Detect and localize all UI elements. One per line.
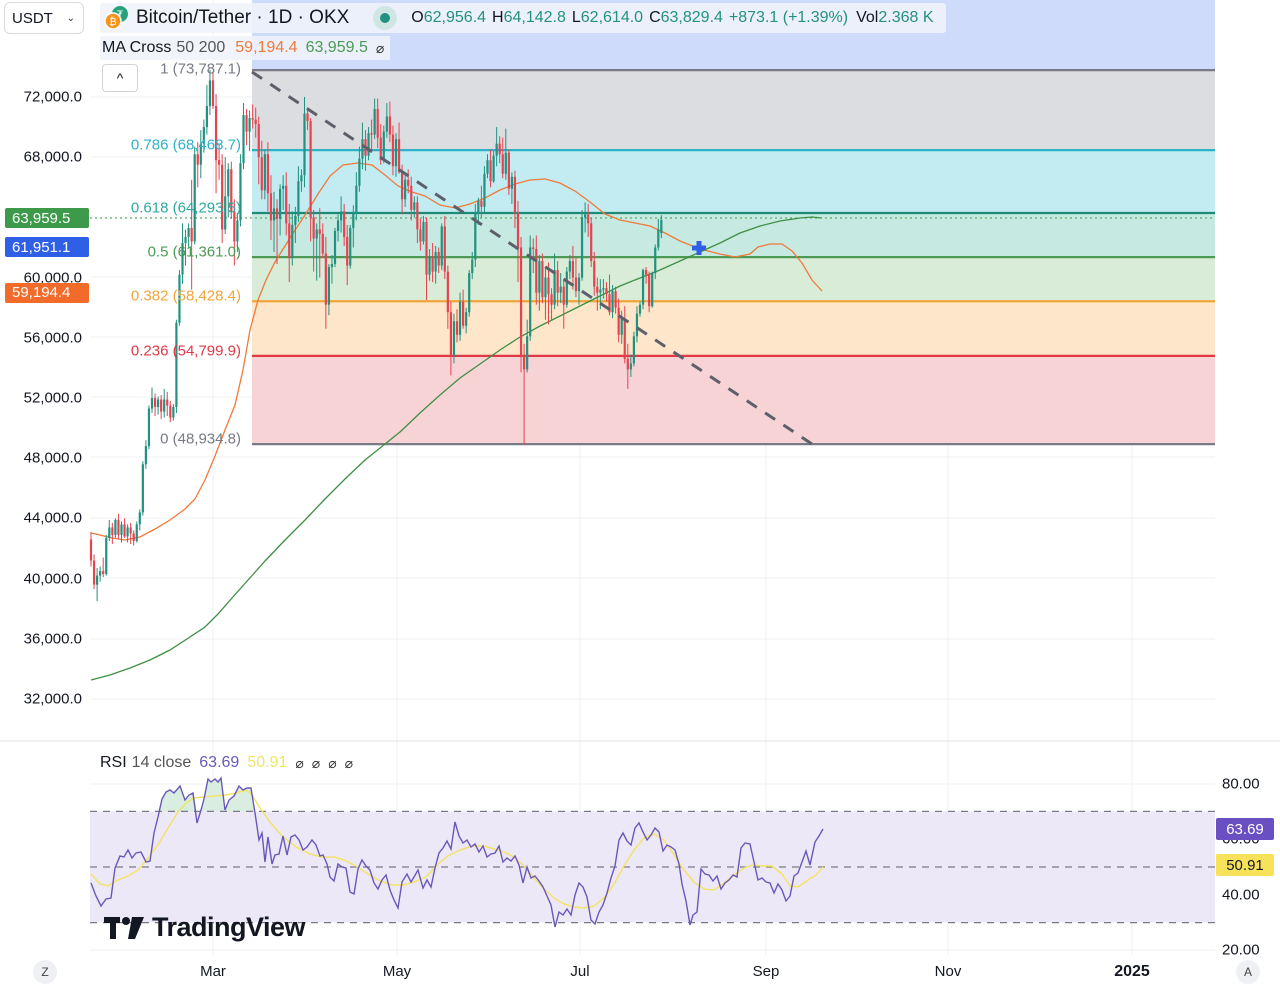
fibonacci-retracement[interactable] bbox=[90, 69, 1215, 446]
tradingview-logo-icon bbox=[104, 916, 144, 939]
fib-level-label: 0.786 (68,468.7) bbox=[130, 136, 241, 154]
rsi-axis-label: 40.00 bbox=[1222, 886, 1260, 904]
rsi-name: RSI bbox=[100, 754, 127, 771]
price-axis-label: 52,000.0 bbox=[23, 389, 82, 407]
price-axis-label: 60,000.0 bbox=[23, 269, 82, 287]
rsi-ma-value: 50.91 bbox=[247, 754, 288, 771]
moving-averages bbox=[90, 162, 823, 681]
candlestick-series bbox=[89, 69, 663, 602]
fib-zone bbox=[252, 70, 1215, 151]
chevron-up-icon: ^ bbox=[116, 70, 124, 86]
price-axis-label: 36,000.0 bbox=[23, 630, 82, 648]
fib-zone bbox=[252, 301, 1215, 356]
fib-level-label: 0 (48,934.8) bbox=[160, 430, 241, 448]
tradingview-logo[interactable]: TradingView bbox=[104, 912, 306, 943]
dashed-trend-line bbox=[251, 70, 813, 446]
data-hidden-icon: ⌀ bbox=[375, 39, 385, 56]
svg-text:₮: ₮ bbox=[117, 10, 123, 20]
rsi-params: 14 close bbox=[131, 754, 192, 771]
price-axis-label: 72,000.0 bbox=[23, 88, 82, 106]
price-change: +873.1 (+1.39%) bbox=[728, 9, 849, 26]
price-axis-label: 32,000.0 bbox=[23, 690, 82, 708]
ohlc-close: C63,829.4 bbox=[649, 9, 723, 26]
bitcoin-tether-icon: ₮ ₿ bbox=[104, 6, 128, 30]
time-axis-label: 2025 bbox=[1114, 963, 1150, 980]
rsi-value: 63.69 bbox=[199, 754, 240, 771]
rsi-value-tag: 63.69 bbox=[1216, 818, 1274, 840]
ma-indicator-name: MA Cross bbox=[102, 39, 172, 56]
ma-indicator-params: 50 200 bbox=[176, 39, 226, 56]
fib-level-label: 0.382 (58,428.4) bbox=[130, 287, 241, 305]
rsi-axis-label: 20.00 bbox=[1222, 941, 1260, 959]
fib-level-label: 0.5 (61,361.0) bbox=[147, 243, 241, 261]
volume: Vol2.368 K bbox=[856, 9, 934, 26]
price-axis-label: 56,000.0 bbox=[23, 329, 82, 347]
collapse-legend-button[interactable]: ^ bbox=[102, 64, 138, 92]
auto-scale-button[interactable]: A bbox=[1236, 960, 1260, 984]
market-status-indicator[interactable] bbox=[373, 6, 398, 30]
tradingview-wordmark: TradingView bbox=[152, 912, 306, 942]
time-axis-label: Sep bbox=[752, 963, 780, 980]
chevron-down-icon: ⌄ bbox=[66, 12, 75, 24]
time-axis-label: Mar bbox=[200, 963, 226, 980]
fib-zone bbox=[252, 355, 1215, 445]
price-axis-label: 40,000.0 bbox=[23, 570, 82, 588]
fib-zone bbox=[252, 212, 1215, 258]
ohlc-high: H64,142.8 bbox=[492, 9, 566, 26]
price-axis-label: 48,000.0 bbox=[23, 449, 82, 467]
ohlc-open: O62,956.4 bbox=[411, 9, 487, 26]
market-open-dot-icon bbox=[380, 13, 391, 23]
rsi-legend[interactable]: RSI 14 close 63.69 50.91 ⌀ ⌀ ⌀ ⌀ bbox=[100, 752, 353, 774]
rsi-line bbox=[90, 776, 824, 928]
trend-line[interactable] bbox=[251, 70, 813, 446]
auto-scale-icon: A bbox=[1243, 965, 1252, 979]
ohlc-low: L62,614.0 bbox=[571, 9, 644, 26]
ma-slow-value: 63,959.5 bbox=[305, 39, 368, 56]
rsi-ma-value-tag: 50.91 bbox=[1216, 854, 1274, 876]
ma-50-line bbox=[90, 162, 823, 541]
time-axis-label: Jul bbox=[570, 963, 590, 980]
symbol-legend[interactable]: ₮ ₿ Bitcoin/Tether · 1D · OKX O62,956.4 … bbox=[100, 3, 946, 33]
ma-cross-legend[interactable]: MA Cross 50 200 59,194.4 63,959.5 ⌀ bbox=[100, 36, 391, 60]
fib-zone bbox=[252, 150, 1215, 213]
rsi-pane bbox=[90, 776, 1215, 928]
symbol-title: Bitcoin/Tether · 1D · OKX bbox=[136, 7, 350, 28]
currency-select[interactable]: USDT ⌄ bbox=[4, 2, 84, 34]
price-tag: 63,959.5 bbox=[5, 208, 89, 228]
fib-level-label: 1 (73,787.1) bbox=[160, 60, 241, 78]
data-hidden-icon: ⌀ bbox=[295, 754, 304, 771]
fib-level-label: 0.236 (54,799.9) bbox=[130, 342, 241, 360]
price-axis-label: 44,000.0 bbox=[23, 509, 82, 527]
time-axis-label: Nov bbox=[934, 963, 962, 980]
zoom-reset-button[interactable]: Z bbox=[33, 960, 57, 984]
fib-level-label: 0.618 (64,293.5) bbox=[130, 199, 241, 217]
ma-fast-value: 59,194.4 bbox=[235, 39, 298, 56]
zoom-icon: Z bbox=[41, 965, 49, 979]
ma-200-line bbox=[90, 216, 823, 681]
time-axis-label: May bbox=[382, 963, 412, 980]
fib-zone bbox=[252, 257, 1215, 302]
data-hidden-icon: ⌀ bbox=[328, 754, 337, 771]
price-tag: 61,951.1 bbox=[5, 237, 89, 258]
data-hidden-icon: ⌀ bbox=[311, 754, 321, 771]
currency-value: USDT bbox=[12, 9, 53, 27]
data-hidden-icon: ⌀ bbox=[344, 754, 354, 771]
rsi-axis-label: 80.00 bbox=[1222, 775, 1260, 793]
price-tag: 59,194.4 bbox=[5, 282, 89, 303]
price-axis-label: 68,000.0 bbox=[23, 148, 82, 166]
svg-text:₿: ₿ bbox=[109, 16, 116, 28]
